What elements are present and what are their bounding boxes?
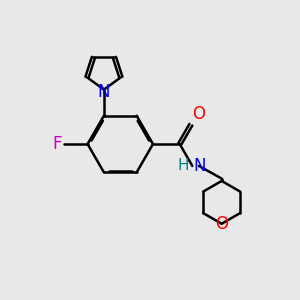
Text: F: F — [53, 135, 62, 153]
Text: N: N — [194, 157, 206, 175]
Text: O: O — [192, 105, 206, 123]
Text: H: H — [177, 158, 189, 173]
Text: O: O — [215, 215, 228, 233]
Text: N: N — [98, 83, 110, 101]
